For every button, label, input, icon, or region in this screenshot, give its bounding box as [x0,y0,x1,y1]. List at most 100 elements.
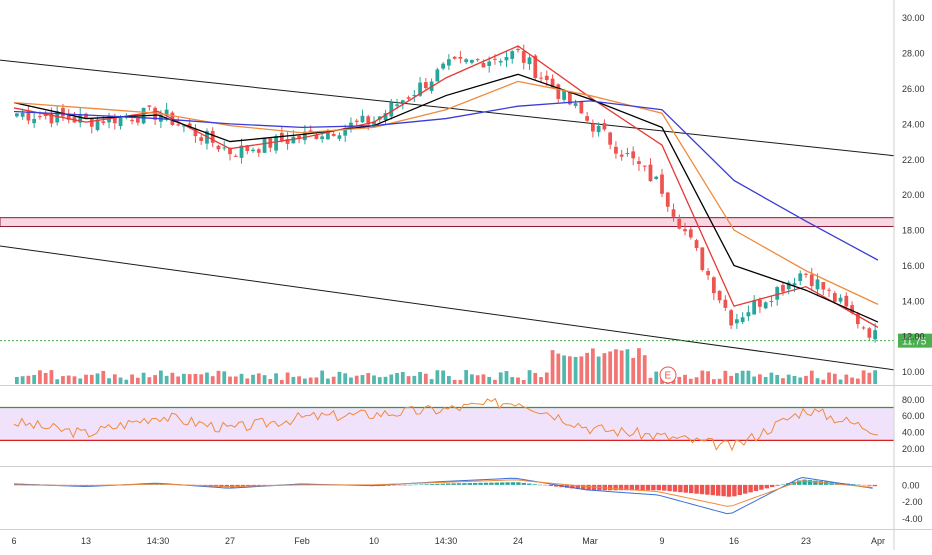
candle-body [642,165,647,167]
time-tick-label: 16 [729,536,739,546]
price-tick-label: 14.00 [902,296,925,306]
candle-body [740,317,745,323]
candle-body [372,121,376,127]
macd-histogram-bar [473,482,478,485]
candle-body [320,136,325,140]
candle-body [867,328,872,338]
macd-histogram-bar [494,482,499,485]
candle-body [187,123,192,127]
candle-body [303,131,307,141]
candle-body [418,82,422,96]
candle-body [775,287,780,300]
macd-pane[interactable] [13,476,877,515]
volume-bar [285,372,290,384]
candle-body [354,120,359,122]
candle-body [406,97,411,99]
volume-bar [274,373,278,384]
volume-bar [792,375,797,384]
volume-bar [798,377,803,384]
candle-body [654,176,659,180]
candle-body [567,92,572,105]
volume-bar [781,378,785,384]
volume-bar [182,373,186,384]
volume-bar [642,355,647,384]
macd-histogram-bar [532,484,537,485]
volume-bar [458,379,463,384]
candle-body [804,273,808,275]
candle-body [665,192,670,207]
candle-body [763,302,768,309]
candle-body [262,138,267,153]
macd-histogram-bar [521,482,526,485]
macd-histogram-bar [672,484,678,492]
time-tick-label: 23 [801,536,811,546]
time-tick-label: Mar [582,536,598,546]
volume-bar [349,377,353,384]
candle-body [412,94,417,96]
candle-body [792,283,797,286]
volume-bar [423,373,428,384]
candle-body [176,124,181,126]
time-tick-label: 9 [659,536,664,546]
macd-histogram-bar [759,484,764,490]
macd-histogram-bar [651,484,656,491]
volume-bar [498,372,503,384]
macd-histogram-bar [543,484,548,486]
candle-body [383,113,388,121]
price-tick-label: 28.00 [902,49,925,59]
candle-body [452,56,457,59]
candle-body [66,114,71,120]
macd-histogram-bar [408,484,413,486]
candle-body [585,116,589,121]
volume-bar [199,374,204,384]
time-tick-label: Feb [294,536,310,546]
candle-body [95,119,100,131]
macd-histogram-bar [732,484,737,497]
volume-bar [297,376,301,384]
volume-bar [38,370,42,384]
volume-bar [746,370,751,384]
volume-bar [602,353,607,384]
price-pane[interactable]: E [0,44,895,384]
volume-bar [516,377,520,384]
price-tick-label: 26.00 [902,84,925,94]
volume-bar [752,376,757,384]
candle-body [625,153,630,155]
volume-bar [815,378,820,384]
macd-histogram-bar [613,484,618,491]
volume-bar [153,375,157,384]
time-tick-label: 14:30 [147,536,170,546]
candle-body [579,101,584,114]
volume-bar [873,370,877,384]
candle-body [706,270,710,276]
candle-body [49,113,54,124]
macd-histogram-bar [705,484,710,495]
macd-histogram-bar [737,484,742,496]
macd-histogram-bar [861,484,867,486]
candle-body [660,174,664,194]
candle-body [516,49,520,51]
candle-body [487,61,492,66]
rsi-pane[interactable] [0,397,894,452]
volume-bar [303,378,307,384]
volume-bar [78,378,83,384]
price-tick-label: 30.00 [902,13,925,23]
volume-bar [510,377,515,384]
time-tick-label: 27 [225,536,235,546]
macd-histogram-bar [402,484,408,486]
macd-histogram-bar [483,482,489,485]
earnings-marker-label: E [665,371,672,382]
macd-histogram-bar [797,480,802,485]
candle-body [135,118,140,123]
volume-bar [228,376,232,384]
rsi-tick-label: 20.00 [902,444,925,454]
volume-bar [775,374,780,384]
volume-bar [141,372,146,384]
volume-bar [326,378,330,384]
volume-bar [539,377,543,384]
candle-body [89,118,94,127]
candle-body [458,56,463,59]
candle-body [815,279,820,290]
macd-histogram-bar [527,483,532,485]
